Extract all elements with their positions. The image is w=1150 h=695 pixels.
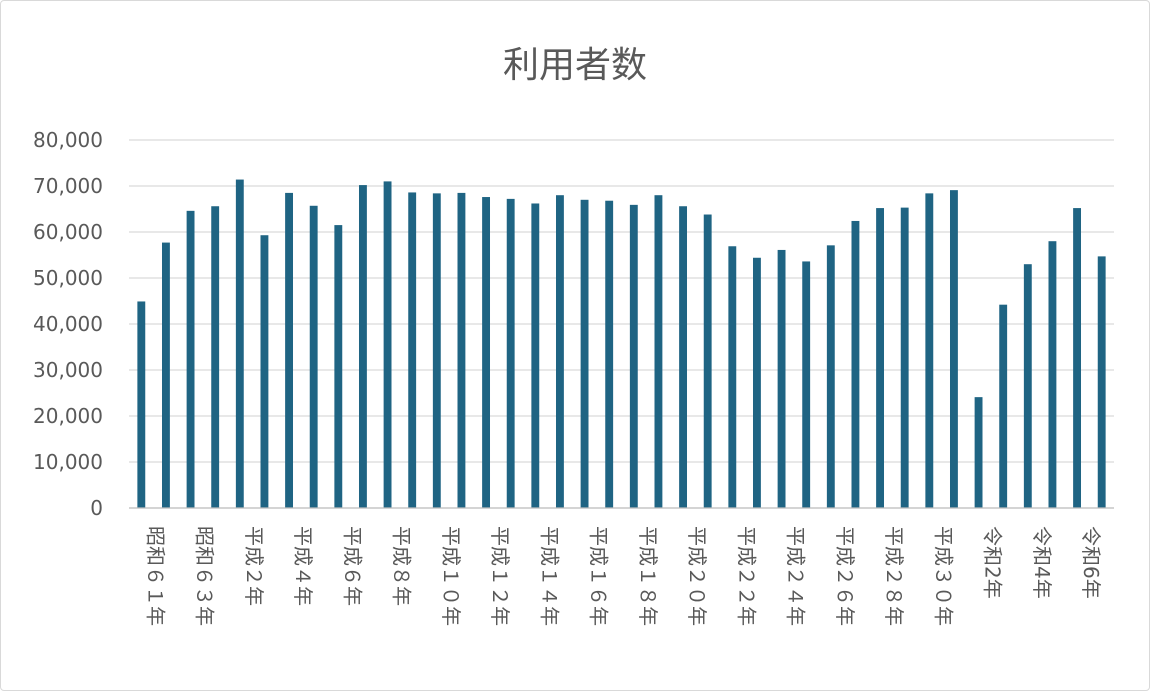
chart-title: 利用者数 — [503, 45, 647, 86]
y-tick-label: 10,000 — [33, 450, 103, 474]
y-tick-label: 0 — [90, 496, 103, 520]
y-tick-label: 50,000 — [33, 266, 103, 290]
bar — [876, 208, 885, 508]
x-tick-label: 平成８年 — [390, 526, 414, 606]
x-tick-label: 令和4年 — [1030, 526, 1054, 599]
bar — [334, 225, 343, 508]
x-tick-label: 平成６年 — [340, 526, 364, 606]
bar — [974, 397, 983, 508]
bar — [161, 242, 170, 508]
y-tick-label: 70,000 — [33, 174, 103, 198]
x-tick-label: 平成１４年 — [537, 526, 561, 626]
bar — [137, 301, 146, 508]
bar — [728, 246, 737, 508]
x-tick-label: 平成１０年 — [439, 526, 463, 626]
x-tick-label: 平成２２年 — [734, 526, 758, 626]
x-tick-label: 平成２６年 — [833, 526, 857, 626]
bar — [679, 206, 688, 509]
bar — [580, 199, 589, 509]
bar — [802, 261, 811, 508]
x-tick-label: 平成２年 — [242, 526, 266, 606]
bar — [605, 200, 614, 508]
bar — [309, 205, 318, 508]
gridlines — [129, 139, 1114, 509]
bar — [1073, 208, 1082, 508]
bar — [531, 203, 540, 509]
bar — [703, 214, 712, 508]
bar — [826, 245, 835, 508]
x-tick-label: 令和6年 — [1079, 526, 1103, 599]
bar — [285, 192, 294, 508]
x-tick-label: 平成２４年 — [784, 526, 808, 626]
bar — [235, 179, 244, 508]
bar — [900, 207, 909, 508]
y-tick-label: 20,000 — [33, 404, 103, 428]
x-tick-label: 平成１２年 — [488, 526, 512, 626]
bar — [506, 198, 515, 508]
bar — [999, 304, 1008, 508]
bar — [383, 181, 392, 508]
x-tick-label: 昭和６３年 — [193, 526, 217, 626]
bars — [137, 179, 1106, 509]
bar — [260, 235, 269, 508]
bar — [1023, 264, 1032, 508]
x-tick-label: 平成４年 — [291, 526, 315, 606]
bar — [432, 193, 441, 509]
x-tick-label: 平成３０年 — [931, 526, 955, 626]
bar — [777, 249, 786, 508]
bar — [949, 190, 958, 508]
bar — [654, 195, 663, 508]
y-axis: 0 10,000 20,000 30,000 40,000 50,000 60,000 70,… — [33, 128, 103, 520]
x-tick-label: 昭和６１年 — [143, 526, 167, 626]
bar — [555, 195, 564, 508]
bar — [211, 206, 220, 509]
bar — [186, 210, 195, 508]
bar — [851, 220, 860, 508]
x-tick-label: 平成２０年 — [685, 526, 709, 626]
x-tick-label: 平成１６年 — [587, 526, 611, 626]
y-tick-label: 30,000 — [33, 358, 103, 382]
y-tick-label: 80,000 — [33, 128, 103, 152]
x-tick-label: 令和2年 — [981, 526, 1005, 599]
x-tick-label: 平成１８年 — [636, 526, 660, 626]
y-tick-label: 40,000 — [33, 312, 103, 336]
bar — [408, 192, 417, 508]
y-tick-label: 60,000 — [33, 220, 103, 244]
bar — [752, 257, 761, 508]
x-axis: 昭和６１年 昭和６３年 平成２年 平成４年 平成６年 平成８年 平成１０年 平成１２年 平成１４… — [129, 507, 1114, 626]
bar — [1048, 241, 1057, 508]
bar — [482, 197, 491, 509]
bar — [358, 185, 367, 508]
bar — [925, 193, 934, 509]
bar — [629, 204, 638, 509]
bar — [457, 192, 466, 508]
x-tick-label: 平成２８年 — [882, 526, 906, 626]
bar — [1097, 256, 1106, 508]
